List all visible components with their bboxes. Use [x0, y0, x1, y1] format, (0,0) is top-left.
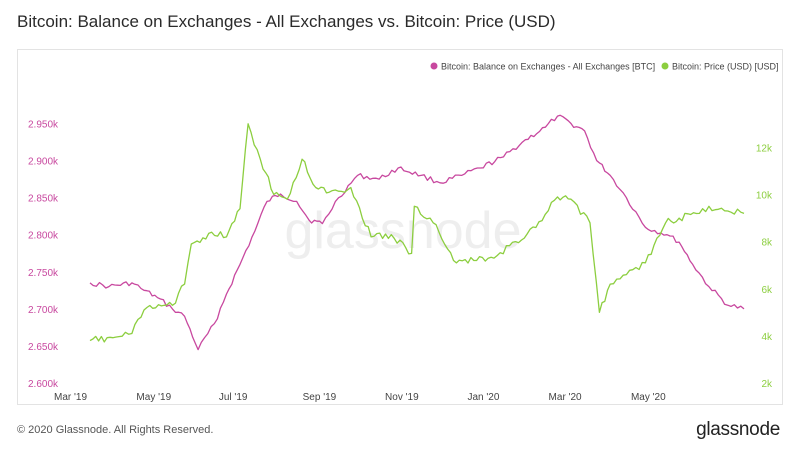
- legend-label: Bitcoin: Balance on Exchanges - All Exch…: [441, 62, 655, 72]
- x-tick-label: Mar '20: [549, 392, 582, 403]
- right-axis: 2k 4k 6k 8k 10k 12k: [756, 143, 773, 390]
- left-tick-label: 2.850k: [28, 194, 59, 205]
- right-tick-label: 6k: [761, 285, 773, 296]
- legend-label: Bitcoin: Price (USD) [USD]: [672, 62, 779, 72]
- chart-frame: glassnode Bitcoin: Balance on Exchanges …: [17, 49, 783, 405]
- x-tick-label: May '20: [631, 392, 666, 403]
- x-tick-label: Mar '19: [54, 392, 87, 403]
- legend-item-balance[interactable]: Bitcoin: Balance on Exchanges - All Exch…: [430, 62, 656, 72]
- left-tick-label: 2.750k: [28, 268, 59, 279]
- x-axis: Mar '19 May '19 Jul '19 Sep '19 Nov '19 Jan '…: [54, 392, 666, 403]
- x-tick-label: May '19: [136, 392, 171, 403]
- chart-legend[interactable]: Bitcoin: Balance on Exchanges - All Exch…: [430, 62, 779, 72]
- right-tick-label: 8k: [761, 238, 773, 249]
- x-tick-label: Jan '20: [467, 392, 499, 403]
- brand-logo[interactable]: glassnode: [696, 419, 780, 440]
- left-tick-label: 2.600k: [28, 379, 59, 390]
- legend-marker: [661, 62, 669, 70]
- page-title: Bitcoin: Balance on Exchanges - All Exch…: [17, 12, 556, 31]
- right-tick-label: 10k: [756, 191, 773, 202]
- series-layer[interactable]: [89, 114, 745, 351]
- left-tick-label: 2.650k: [28, 342, 59, 353]
- left-axis: 2.600k 2.650k 2.700k 2.750k 2.800k 2.850k 2.90…: [28, 120, 59, 390]
- balance-series-line[interactable]: [89, 114, 745, 351]
- left-tick-label: 2.800k: [28, 231, 59, 242]
- x-tick-label: Sep '19: [303, 392, 337, 403]
- price-series-line[interactable]: [89, 123, 745, 343]
- right-tick-label: 2k: [761, 379, 773, 390]
- right-tick-label: 12k: [756, 143, 773, 154]
- x-tick-label: Nov '19: [385, 392, 419, 403]
- chart-canvas: glassnode Bitcoin: Balance on Exchanges …: [28, 62, 779, 404]
- left-tick-label: 2.700k: [28, 305, 59, 316]
- right-tick-label: 4k: [761, 332, 773, 343]
- legend-item-price[interactable]: Bitcoin: Price (USD) [USD]: [661, 62, 779, 72]
- left-tick-label: 2.900k: [28, 157, 59, 168]
- legend-marker: [430, 62, 438, 70]
- x-tick-label: Jul '19: [219, 392, 248, 403]
- chart-watermark: glassnode: [284, 202, 521, 260]
- left-tick-label: 2.950k: [28, 120, 59, 131]
- footer-copyright: © 2020 Glassnode. All Rights Reserved.: [17, 424, 214, 436]
